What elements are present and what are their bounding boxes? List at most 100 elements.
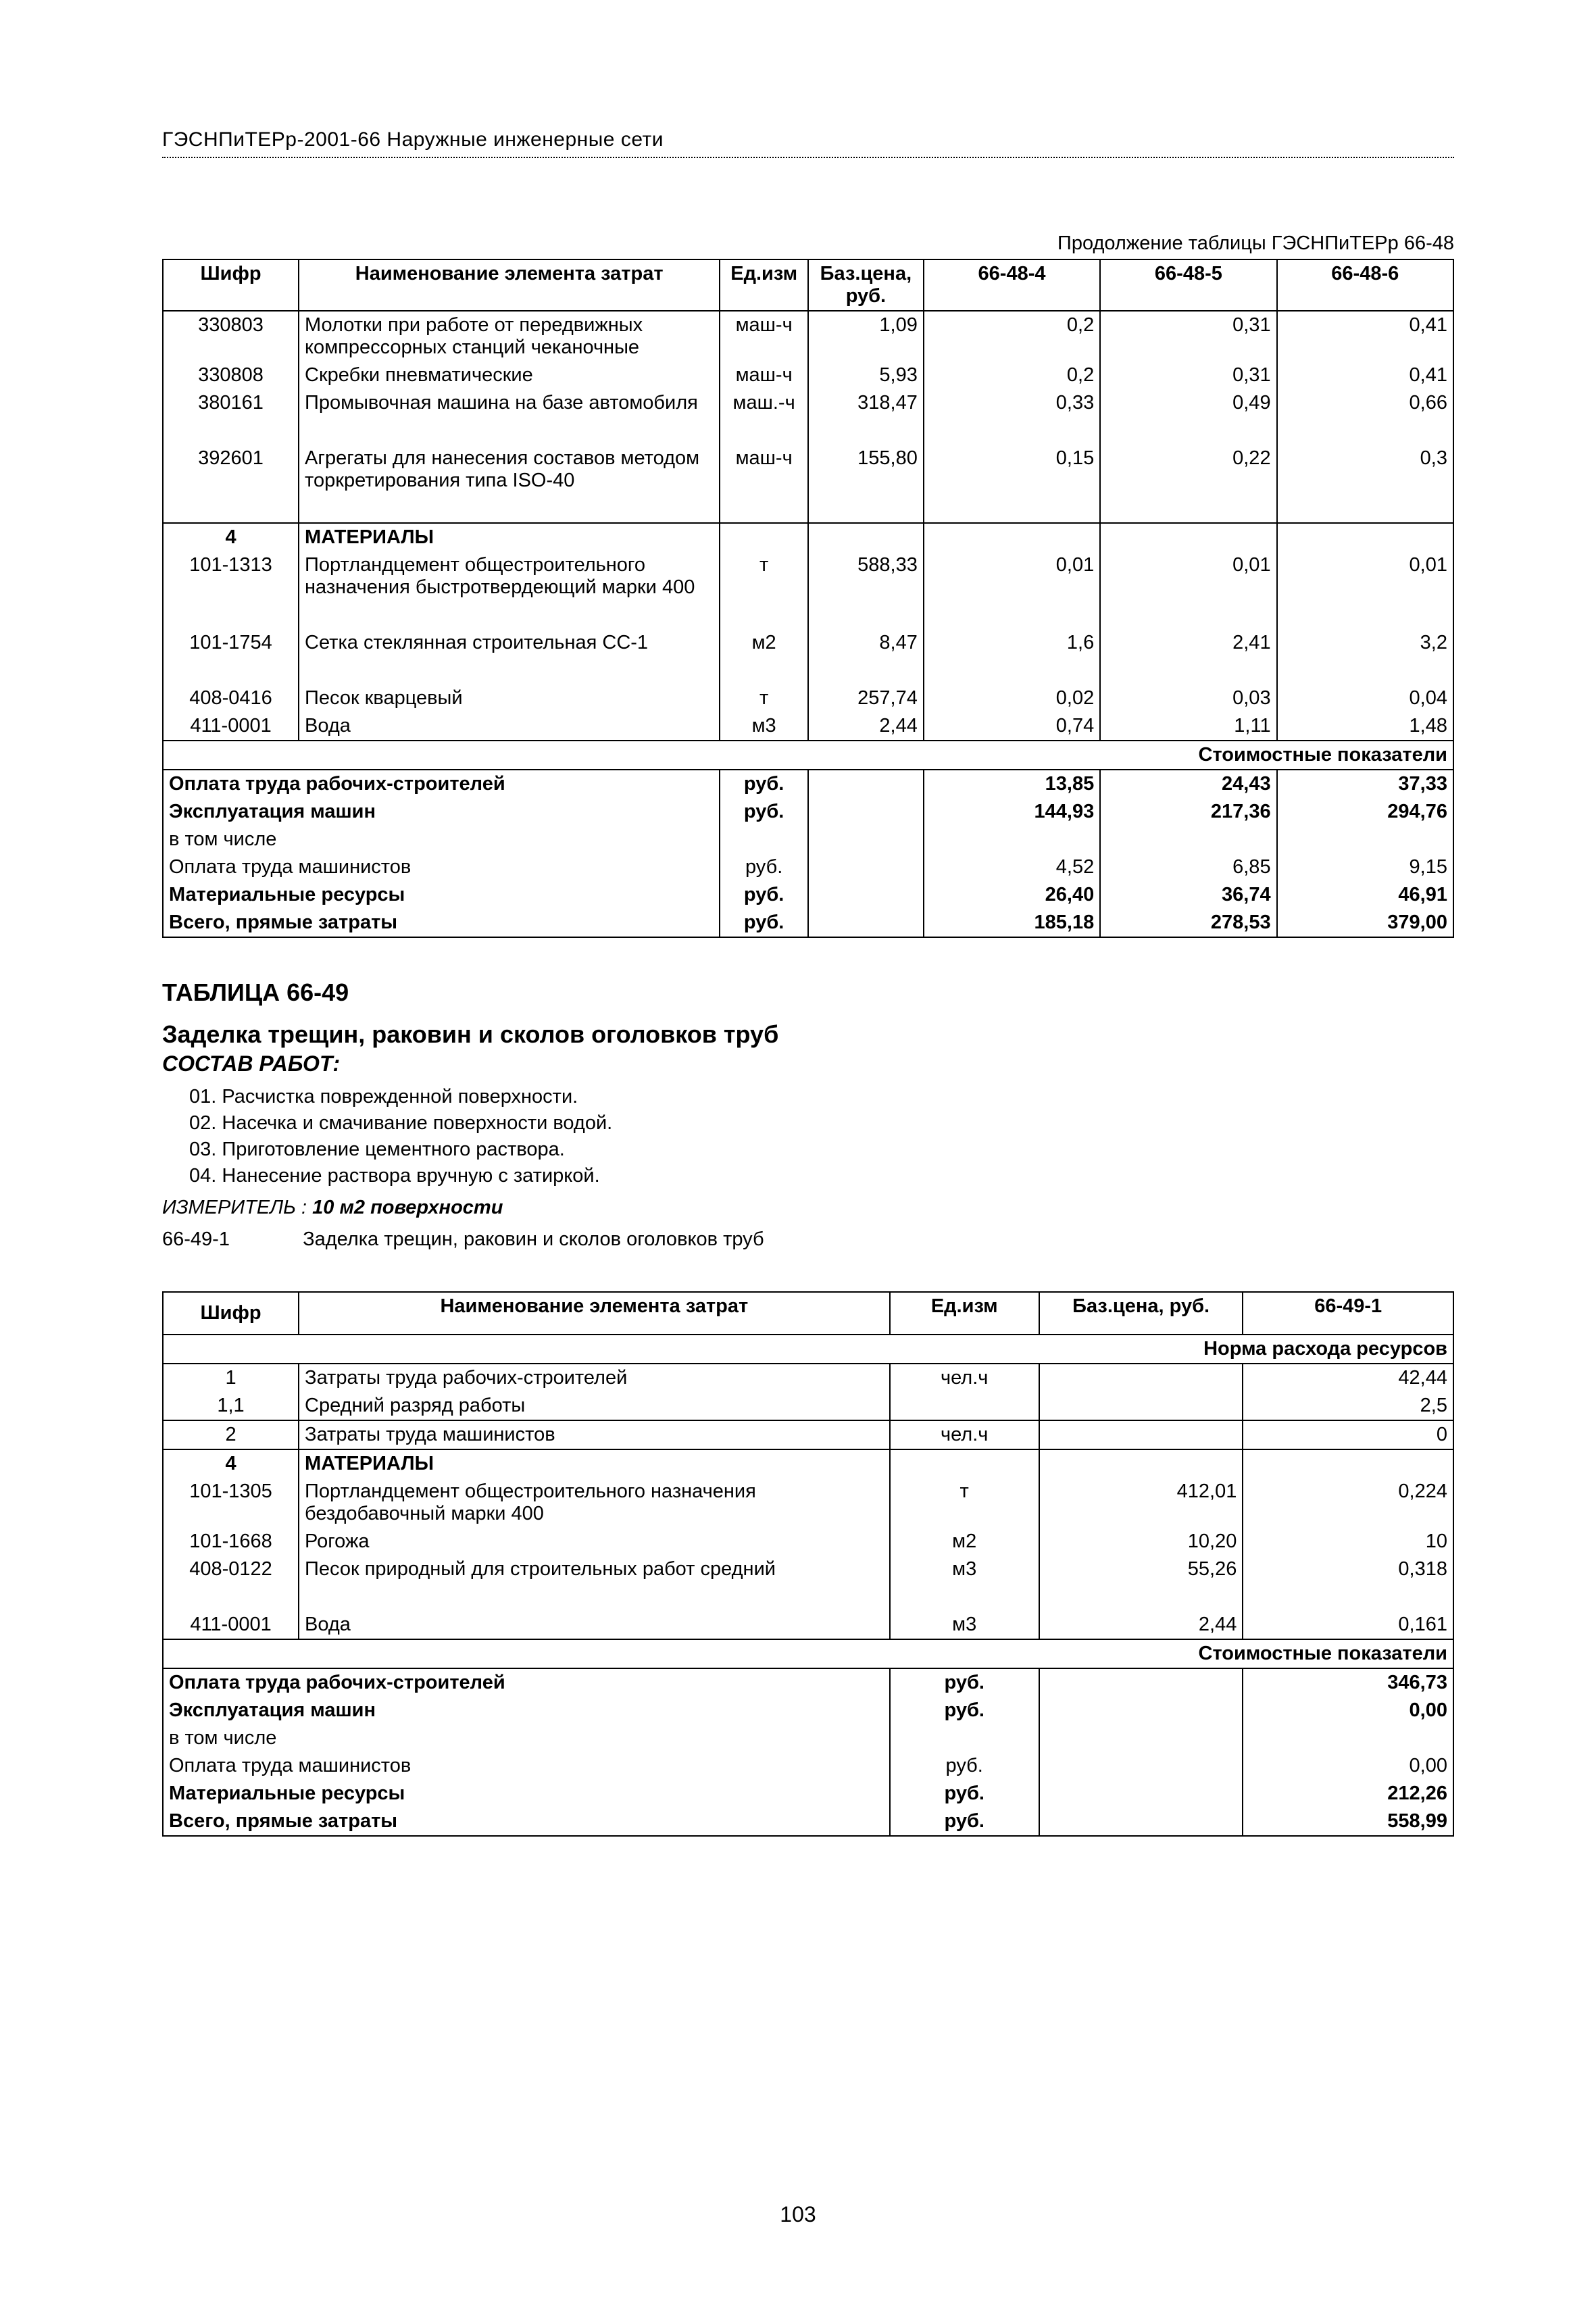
cell: 0,22 (1100, 445, 1276, 495)
cell (924, 495, 1100, 523)
cell: м2 (890, 1528, 1039, 1555)
cell (808, 881, 924, 909)
cell: Средний разряд работы (299, 1392, 890, 1420)
cell (808, 601, 924, 629)
table-row: 330803Молотки при работе от передвижных … (163, 311, 1453, 362)
cell (163, 495, 299, 523)
cell: Вода (299, 712, 720, 741)
cell: 0,01 (1277, 551, 1453, 601)
cell (924, 601, 1100, 629)
cell: 212,26 (1243, 1780, 1453, 1808)
norm-caption: Норма расхода ресурсов (163, 1335, 1453, 1364)
cell (808, 798, 924, 826)
cell: Промывочная машина на базе автомобиля (299, 389, 720, 417)
cell: Вода (299, 1611, 890, 1639)
cell: 2,44 (1039, 1611, 1243, 1639)
cell (1100, 601, 1276, 629)
cell: 558,99 (1243, 1808, 1453, 1836)
cell: 0,01 (924, 551, 1100, 601)
work-item: 01. Расчистка поврежденной поверхности. (189, 1086, 1454, 1108)
cell (1277, 417, 1453, 445)
cell: Портландцемент общестроительного назначе… (299, 1478, 890, 1528)
cell: 4 (163, 523, 299, 551)
cell: 2,5 (1243, 1392, 1453, 1420)
cell: Затраты труда рабочих-строителей (299, 1364, 890, 1392)
cell: 217,36 (1100, 798, 1276, 826)
cell (924, 826, 1100, 853)
cell (1100, 657, 1276, 684)
cell: 411-0001 (163, 1611, 299, 1639)
cell: МАТЕРИАЛЫ (299, 523, 720, 551)
cell (163, 657, 299, 684)
summary-label: Оплата труда рабочих-строителей (163, 1668, 890, 1697)
cell: руб. (720, 881, 808, 909)
cell (808, 770, 924, 798)
cell (1100, 523, 1276, 551)
cell: 8,47 (808, 629, 924, 657)
summary-label: Эксплуатация машин (163, 1697, 890, 1724)
sostav-label: СОСТАВ РАБОТ: (162, 1051, 1454, 1076)
summary-label: в том числе (163, 826, 720, 853)
cell: 9,15 (1277, 853, 1453, 881)
cell: 379,00 (1277, 909, 1453, 937)
cell: 588,33 (808, 551, 924, 601)
cell: 101-1668 (163, 1528, 299, 1555)
page: ГЭСНПиТЕРр-2001-66 Наружные инженерные с… (0, 0, 1596, 2315)
cell: маш-ч (720, 311, 808, 362)
table-row: Всего, прямые затратыруб.558,99 (163, 1808, 1453, 1836)
th-code: Шифр (163, 1292, 299, 1335)
cell: 46,91 (1277, 881, 1453, 909)
cell: 101-1754 (163, 629, 299, 657)
cell (1039, 1752, 1243, 1780)
summary-label: Эксплуатация машин (163, 798, 720, 826)
cell: т (720, 684, 808, 712)
cell: 42,44 (1243, 1364, 1453, 1392)
cell: 0,00 (1243, 1697, 1453, 1724)
cell (163, 1583, 299, 1611)
table-row: 1Затраты труда рабочих-строителейчел.ч42… (163, 1364, 1453, 1392)
th-unit: Ед.изм (720, 259, 808, 311)
cell: 0,161 (1243, 1611, 1453, 1639)
cell: 392601 (163, 445, 299, 495)
cell (299, 1583, 890, 1611)
izmer-label: ИЗМЕРИТЕЛЬ : (162, 1197, 307, 1218)
cell: руб. (890, 1697, 1039, 1724)
cell: 155,80 (808, 445, 924, 495)
izmeritel: ИЗМЕРИТЕЛЬ : 10 м2 поверхности (162, 1197, 1454, 1219)
cell (299, 657, 720, 684)
table48-continuation-caption: Продолжение таблицы ГЭСНПиТЕРр 66-48 (162, 232, 1454, 255)
work-list: 01. Расчистка поврежденной поверхности.0… (189, 1086, 1454, 1187)
cell: 3,2 (1277, 629, 1453, 657)
cell (1039, 1808, 1243, 1836)
cell (890, 1583, 1039, 1611)
cell: Затраты труда машинистов (299, 1420, 890, 1449)
cell: 1,11 (1100, 712, 1276, 741)
cell: 0,04 (1277, 684, 1453, 712)
cell: руб. (890, 1668, 1039, 1697)
table-row: 1,1Средний разряд работы2,5 (163, 1392, 1453, 1420)
cell: т (890, 1478, 1039, 1528)
th-name: Наименование элемента затрат (299, 1292, 890, 1335)
cell: Портландцемент общестроительного назначе… (299, 551, 720, 601)
cell: маш-ч (720, 445, 808, 495)
table-row: 2Затраты труда машинистовчел.ч0 (163, 1420, 1453, 1449)
table-row: 411-0001Водам32,440,741,111,48 (163, 712, 1453, 741)
cell: 2,44 (808, 712, 924, 741)
cell (1277, 657, 1453, 684)
table-row: Оплата труда рабочих-строителейруб.346,7… (163, 1668, 1453, 1697)
cell: маш-ч (720, 362, 808, 389)
cell: 257,74 (808, 684, 924, 712)
cell: 0,224 (1243, 1478, 1453, 1528)
cell: 0,3 (1277, 445, 1453, 495)
cell: 101-1313 (163, 551, 299, 601)
cell (1277, 523, 1453, 551)
cell: м2 (720, 629, 808, 657)
summary-label: Всего, прямые затраты (163, 1808, 890, 1836)
cell: 10 (1243, 1528, 1453, 1555)
cell (924, 417, 1100, 445)
table-row: 101-1305Портландцемент общестроительного… (163, 1478, 1453, 1528)
th-price: Баз.цена, руб. (1039, 1292, 1243, 1335)
cell: 0,2 (924, 311, 1100, 362)
table-row: Стоимостные показатели (163, 1639, 1453, 1668)
cell: 4 (163, 1449, 299, 1478)
